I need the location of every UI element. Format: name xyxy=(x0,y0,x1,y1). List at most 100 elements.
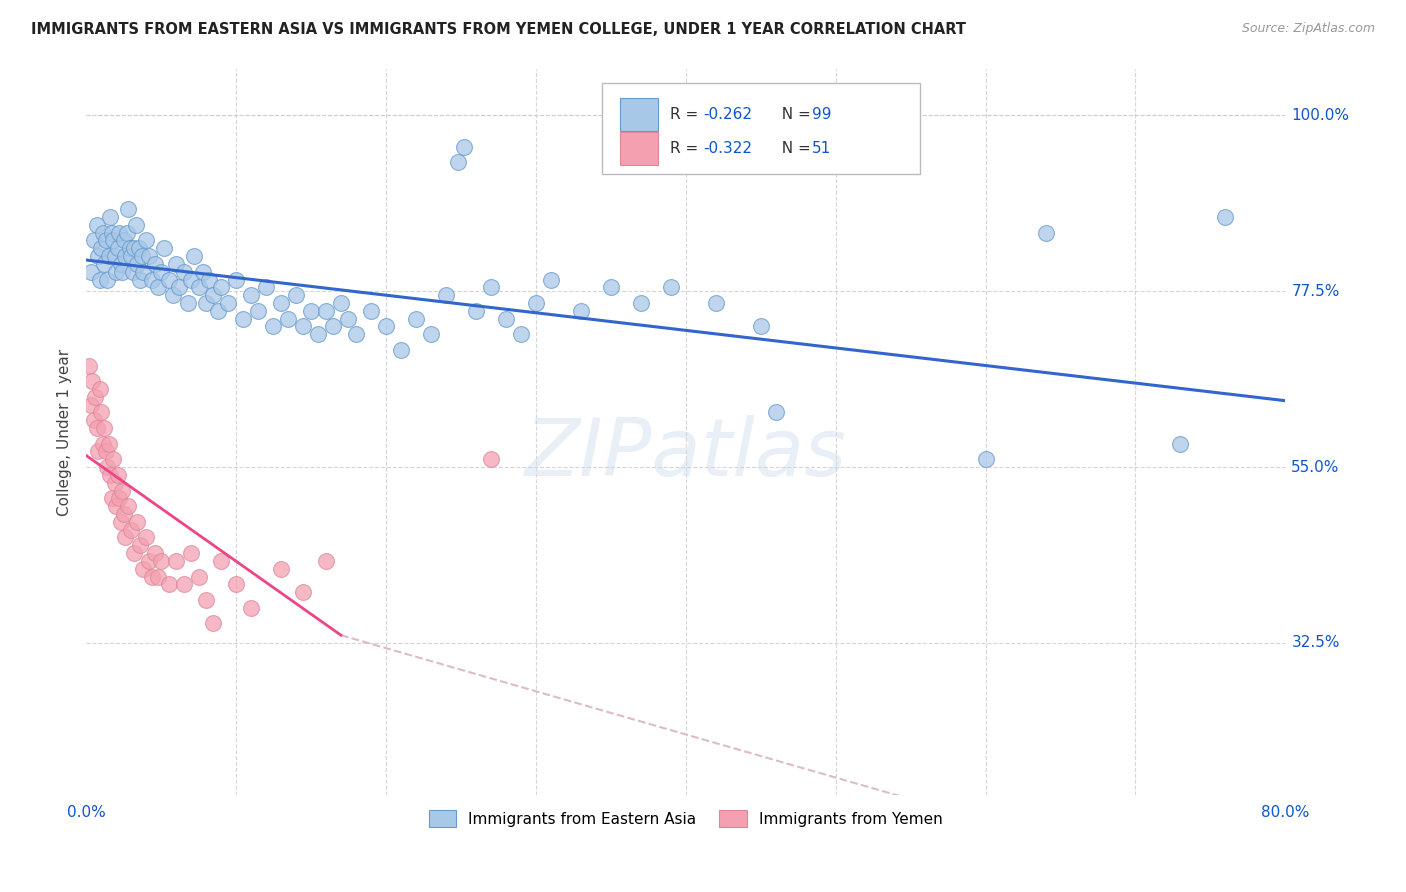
Point xyxy=(112,234,135,248)
Text: 55.0%: 55.0% xyxy=(1291,459,1340,475)
Point xyxy=(360,303,382,318)
Point xyxy=(114,531,136,545)
Point xyxy=(374,319,396,334)
Point xyxy=(90,241,112,255)
Point xyxy=(284,288,307,302)
Point xyxy=(94,444,117,458)
Point xyxy=(270,296,292,310)
Point xyxy=(79,398,101,412)
Point xyxy=(1170,436,1192,450)
Point xyxy=(138,249,160,263)
Legend: Immigrants from Eastern Asia, Immigrants from Yemen: Immigrants from Eastern Asia, Immigrants… xyxy=(420,802,950,835)
Point xyxy=(209,554,232,568)
Point xyxy=(114,249,136,263)
Point xyxy=(111,483,134,498)
Text: 51: 51 xyxy=(811,141,831,156)
Point xyxy=(122,546,145,560)
Point xyxy=(87,249,110,263)
FancyBboxPatch shape xyxy=(620,97,658,131)
Point xyxy=(157,272,180,286)
Point xyxy=(86,218,108,232)
Point xyxy=(118,241,141,255)
Point xyxy=(207,303,229,318)
Text: 77.5%: 77.5% xyxy=(1291,284,1340,299)
Point xyxy=(232,311,254,326)
Point xyxy=(120,249,142,263)
Point xyxy=(97,436,120,450)
Point xyxy=(405,311,427,326)
Point xyxy=(218,296,240,310)
Point xyxy=(93,421,115,435)
FancyBboxPatch shape xyxy=(602,83,920,174)
Point xyxy=(132,265,155,279)
Y-axis label: College, Under 1 year: College, Under 1 year xyxy=(58,349,72,516)
Point xyxy=(121,265,143,279)
Point xyxy=(198,272,221,286)
Point xyxy=(162,288,184,302)
Point xyxy=(146,569,169,583)
Point xyxy=(107,241,129,255)
Point xyxy=(97,249,120,263)
Point xyxy=(262,319,284,334)
Point xyxy=(87,444,110,458)
Point xyxy=(117,202,139,217)
Point xyxy=(202,288,225,302)
Point xyxy=(419,327,441,342)
Text: -0.262: -0.262 xyxy=(704,107,752,122)
Point xyxy=(83,234,105,248)
Point xyxy=(135,234,157,248)
Point xyxy=(1215,210,1237,224)
Point xyxy=(225,577,247,591)
Text: 100.0%: 100.0% xyxy=(1291,108,1350,123)
Point xyxy=(141,272,163,286)
Point xyxy=(974,452,997,467)
Point xyxy=(103,249,125,263)
Point xyxy=(101,452,124,467)
Text: 0.0%: 0.0% xyxy=(66,805,105,820)
Point xyxy=(389,343,412,357)
Point xyxy=(180,546,202,560)
Point xyxy=(315,554,337,568)
Point xyxy=(105,265,128,279)
Point xyxy=(153,241,176,255)
Point xyxy=(183,249,205,263)
Point xyxy=(173,265,195,279)
Point xyxy=(1035,226,1057,240)
Point xyxy=(100,491,122,506)
Point xyxy=(84,390,107,404)
Point xyxy=(277,311,299,326)
Point xyxy=(150,554,173,568)
Point xyxy=(105,499,128,513)
Point xyxy=(103,475,125,490)
Point xyxy=(111,265,134,279)
Point xyxy=(141,569,163,583)
Point xyxy=(315,303,337,318)
Point xyxy=(599,280,621,294)
Point xyxy=(765,405,787,419)
Point xyxy=(247,303,270,318)
Point xyxy=(202,616,225,631)
Point xyxy=(337,311,360,326)
Point xyxy=(270,562,292,576)
Point xyxy=(138,554,160,568)
Point xyxy=(150,265,173,279)
Point xyxy=(89,382,111,396)
Point xyxy=(83,413,105,427)
Point xyxy=(128,241,150,255)
Point xyxy=(93,257,115,271)
Text: N =: N = xyxy=(772,107,815,122)
Point xyxy=(129,272,152,286)
Text: IMMIGRANTS FROM EASTERN ASIA VS IMMIGRANTS FROM YEMEN COLLEGE, UNDER 1 YEAR CORR: IMMIGRANTS FROM EASTERN ASIA VS IMMIGRAN… xyxy=(31,22,966,37)
Point xyxy=(165,257,187,271)
Point xyxy=(98,467,121,482)
Point xyxy=(108,491,131,506)
Point xyxy=(131,249,153,263)
Point xyxy=(117,499,139,513)
Point xyxy=(344,327,367,342)
Point xyxy=(180,272,202,286)
Point xyxy=(479,280,502,294)
Point xyxy=(167,280,190,294)
Point xyxy=(464,303,486,318)
Point xyxy=(195,296,218,310)
Point xyxy=(292,319,315,334)
